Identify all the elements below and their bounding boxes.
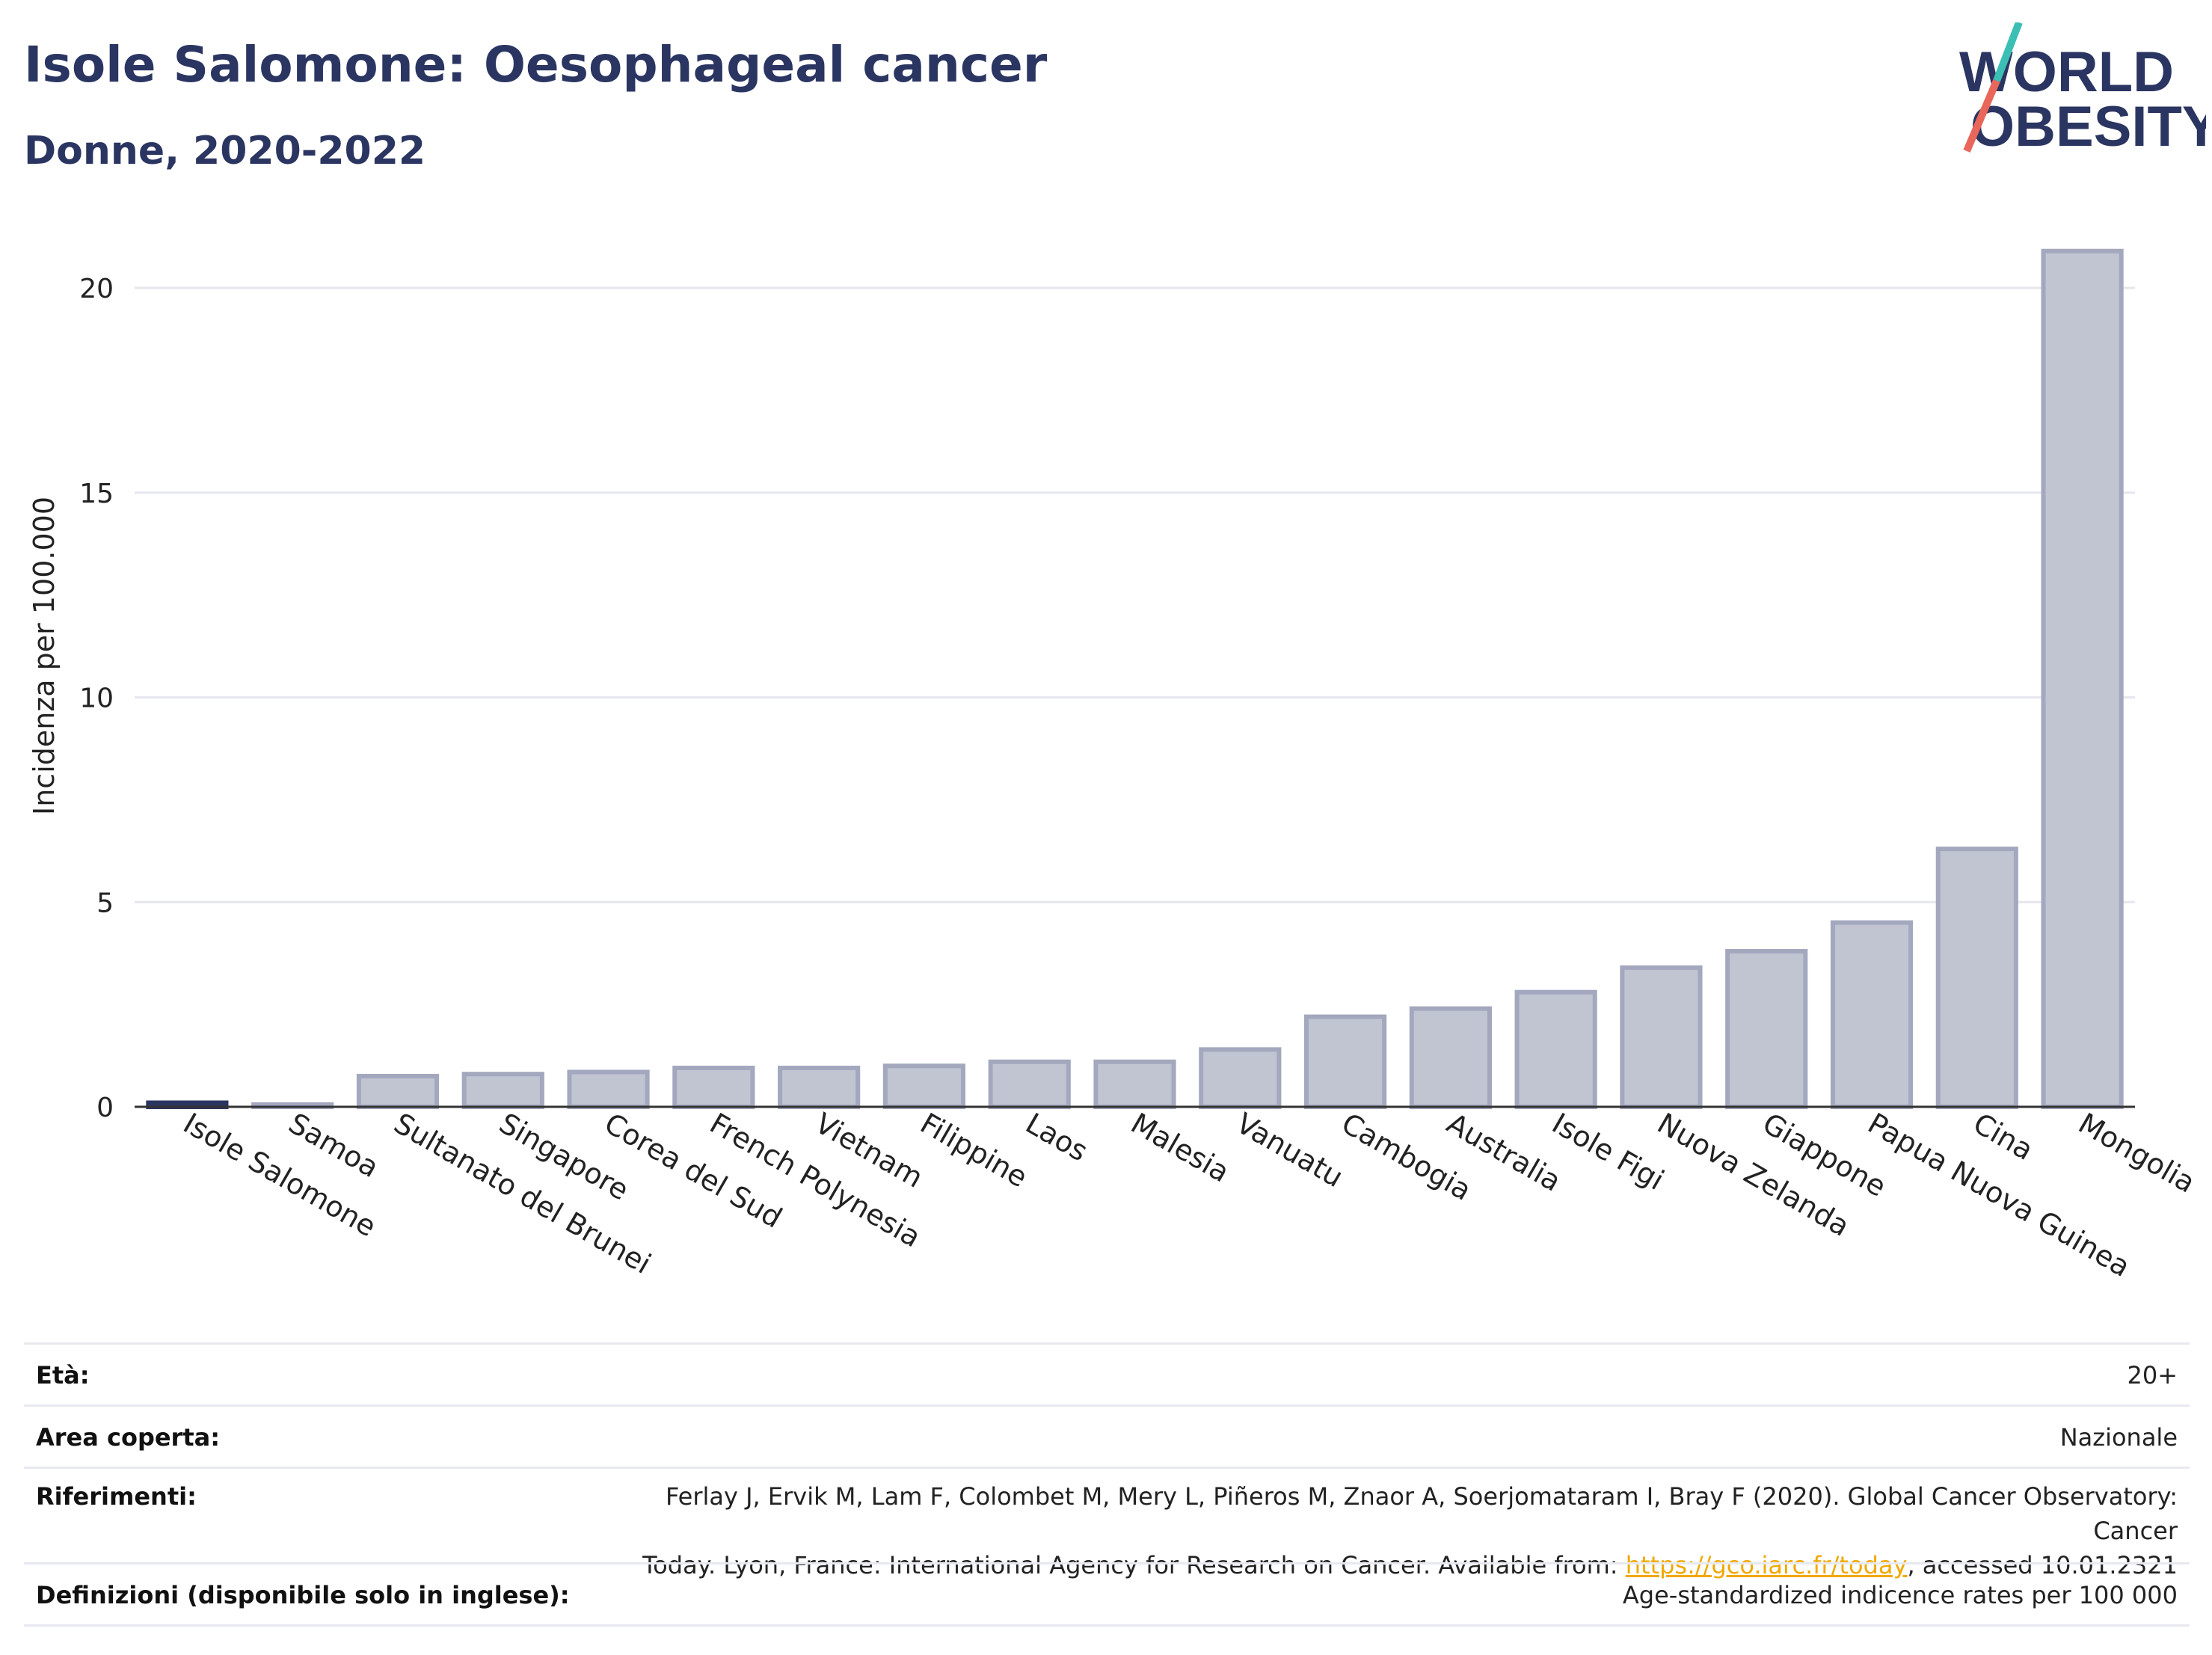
bar-malesia xyxy=(1093,1059,1176,1110)
bar-laos xyxy=(988,1059,1071,1110)
area-label: Area coperta: xyxy=(36,1423,221,1452)
grid-lines xyxy=(135,286,2135,903)
bar-filippine xyxy=(882,1063,966,1109)
x-tick-label: Vanuatu xyxy=(1231,1107,1349,1194)
bar-vanuatu xyxy=(1199,1047,1282,1109)
bar-nuova-zelanda xyxy=(1620,965,1703,1109)
references-line1: Ferlay J, Ervik M, Lam F, Colombet M, Me… xyxy=(666,1482,2178,1545)
area-value: Nazionale xyxy=(2059,1423,2178,1452)
bar-corea-del-sud xyxy=(567,1069,650,1110)
y-tick-label: 20 xyxy=(79,274,114,304)
y-tick-label: 0 xyxy=(96,1093,114,1123)
info-row-area: Area coperta: Nazionale xyxy=(24,1404,2190,1467)
y-axis-label: Incidenza per 100.000 xyxy=(28,497,61,815)
logo-slash-top xyxy=(1993,22,2023,82)
chart-subtitle: Donne, 2020-2022 xyxy=(24,129,426,174)
y-tick-label: 15 xyxy=(79,479,114,509)
x-tick-label: Isole Figi xyxy=(1546,1107,1670,1197)
x-tick-label: Corea del Sud xyxy=(599,1107,787,1235)
world-obesity-logo: WORLD OBESITY xyxy=(1959,22,2206,159)
references-label: Riferimenti: xyxy=(36,1482,197,1511)
x-tick-label: Cina xyxy=(1967,1107,2039,1167)
info-row-references: Riferimenti: Ferlay J, Ervik M, Lam F, C… xyxy=(24,1467,2190,1579)
x-tick-label: Laos xyxy=(1020,1107,1093,1168)
bar-australia xyxy=(1409,1006,1492,1109)
y-tick-label: 10 xyxy=(79,684,114,714)
references-link[interactable]: https://gco.iarc.fr/today xyxy=(1625,1551,1908,1579)
references-text: Ferlay J, Ervik M, Lam F, Colombet M, Me… xyxy=(607,1479,2178,1582)
bar-french-polynesia xyxy=(672,1065,755,1110)
x-tick-label: Nuova Zelanda xyxy=(1652,1107,1855,1243)
age-value: 20+ xyxy=(2127,1361,2178,1390)
bar-giappone xyxy=(1725,948,1808,1109)
bar-mongolia xyxy=(2041,248,2124,1110)
bar-vietnam xyxy=(778,1065,861,1110)
bar-sultanato-del-brunei xyxy=(356,1073,440,1109)
references-line2: Today. Lyon, France: International Agenc… xyxy=(642,1551,2178,1579)
age-label: Età: xyxy=(36,1361,90,1390)
logo-slash-bottom xyxy=(1963,79,2000,153)
x-tick-label: Isole Salomone xyxy=(178,1107,381,1244)
logo-line2: OBESITY xyxy=(1970,95,2206,159)
x-tick-label: Malesia xyxy=(1125,1107,1235,1189)
info-row-age: Età: 20+ xyxy=(24,1342,2190,1404)
chart-title: Isole Salomone: Oesophageal cancer xyxy=(24,36,1048,93)
y-tick-labels: 0 5 10 15 20 xyxy=(79,274,114,1123)
y-tick-label: 5 xyxy=(96,888,114,918)
bar-papua-nuova-guinea xyxy=(1830,920,1914,1109)
definitions-value: Age-standardized indicence rates per 100… xyxy=(1622,1581,2178,1609)
bar-cambogia xyxy=(1303,1014,1387,1110)
info-row-definitions: Definizioni (disponibile solo in inglese… xyxy=(24,1562,2190,1627)
bars xyxy=(135,248,2135,1110)
definitions-label: Definizioni (disponibile solo in inglese… xyxy=(36,1581,570,1609)
x-tick-label: Mongolia xyxy=(2073,1107,2201,1200)
bar-isole-figi xyxy=(1514,989,1597,1109)
bar-cina xyxy=(1935,847,2018,1109)
x-tick-label: Filippine xyxy=(915,1107,1033,1194)
bar-singapore xyxy=(461,1072,544,1109)
